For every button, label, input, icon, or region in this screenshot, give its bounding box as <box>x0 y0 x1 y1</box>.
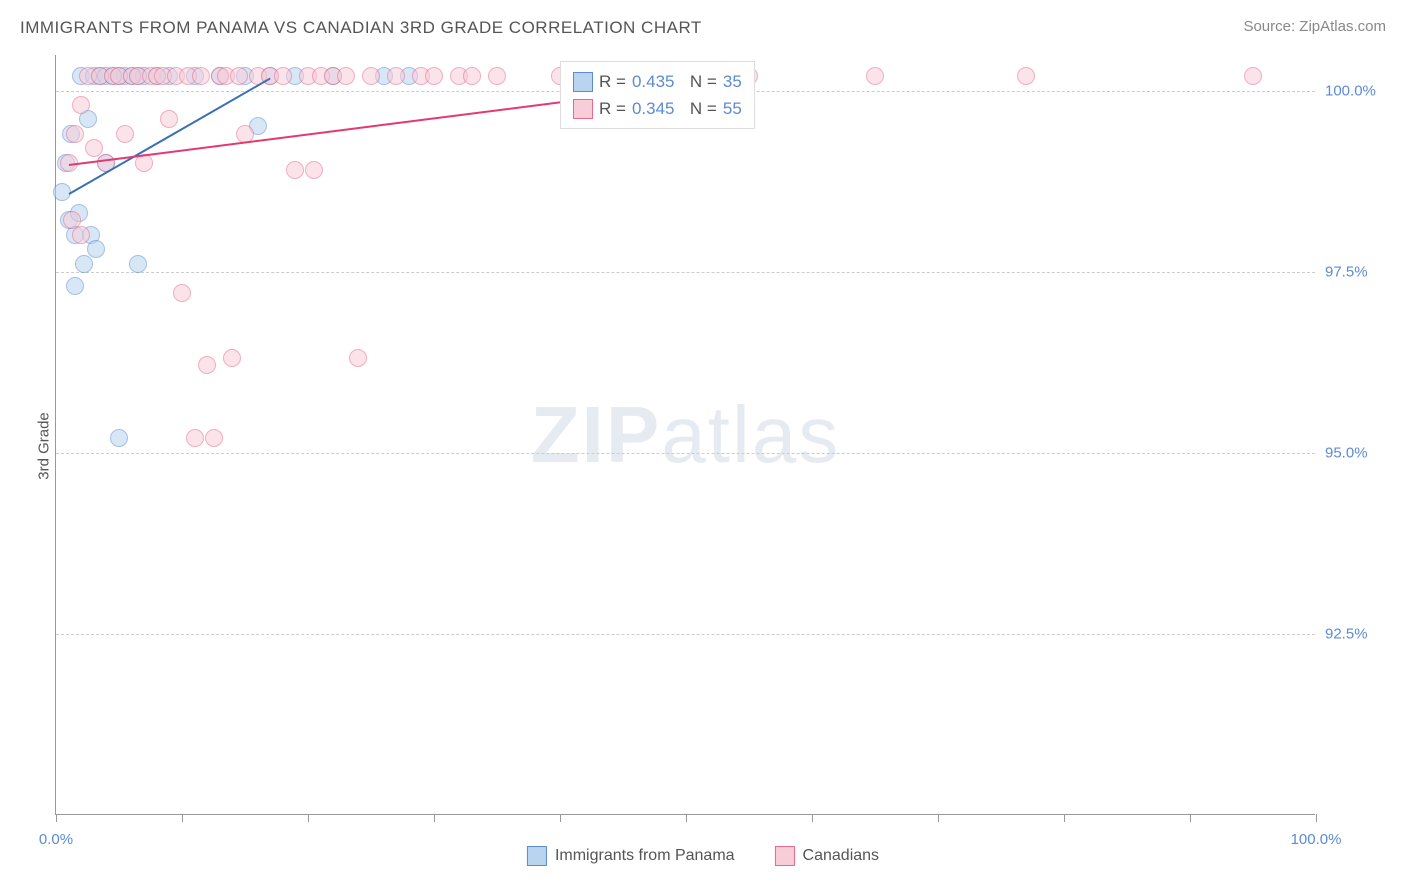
legend-label: Immigrants from Panama <box>555 847 735 865</box>
data-point-canadians <box>337 67 355 85</box>
x-tick-label: 0.0% <box>39 831 73 848</box>
data-point-panama <box>129 255 147 273</box>
data-point-canadians <box>230 67 248 85</box>
legend-n-value: 55 <box>723 95 742 122</box>
legend-swatch <box>573 99 593 119</box>
data-point-panama <box>110 429 128 447</box>
data-point-canadians <box>192 67 210 85</box>
data-point-panama <box>75 255 93 273</box>
data-point-canadians <box>198 356 216 374</box>
legend-swatch <box>527 846 547 866</box>
data-point-panama <box>66 277 84 295</box>
bottom-legend-item: Immigrants from Panama <box>527 846 735 866</box>
bottom-legend: Immigrants from Panama Canadians <box>527 846 879 866</box>
data-point-canadians <box>274 67 292 85</box>
data-point-canadians <box>866 67 884 85</box>
x-tick <box>560 814 561 822</box>
legend-label: Canadians <box>803 847 880 865</box>
legend-swatch <box>775 846 795 866</box>
stats-legend: R = 0.435 N = 35R = 0.345 N = 55 <box>560 61 755 129</box>
source-label: Source: ZipAtlas.com <box>1243 18 1386 35</box>
x-tick <box>1316 814 1317 822</box>
x-tick <box>812 814 813 822</box>
data-point-canadians <box>72 96 90 114</box>
x-tick <box>686 814 687 822</box>
legend-swatch <box>573 72 593 92</box>
legend-r-label: R = <box>599 68 626 95</box>
x-tick <box>1190 814 1191 822</box>
data-point-canadians <box>349 349 367 367</box>
y-axis-label: 3rd Grade <box>35 412 52 480</box>
data-point-canadians <box>173 284 191 302</box>
data-point-canadians <box>72 226 90 244</box>
data-point-canadians <box>186 429 204 447</box>
data-point-canadians <box>286 161 304 179</box>
y-tick-label: 95.0% <box>1325 445 1395 462</box>
data-point-canadians <box>1244 67 1262 85</box>
data-point-canadians <box>66 125 84 143</box>
data-point-canadians <box>362 67 380 85</box>
data-point-canadians <box>387 67 405 85</box>
chart-title: IMMIGRANTS FROM PANAMA VS CANADIAN 3RD G… <box>20 18 702 38</box>
data-point-canadians <box>305 161 323 179</box>
data-point-panama <box>87 240 105 258</box>
x-tick <box>182 814 183 822</box>
data-point-canadians <box>160 110 178 128</box>
data-point-canadians <box>463 67 481 85</box>
chart-container: IMMIGRANTS FROM PANAMA VS CANADIAN 3RD G… <box>0 0 1406 892</box>
y-tick-label: 97.5% <box>1325 264 1395 281</box>
data-point-canadians <box>488 67 506 85</box>
data-point-canadians <box>223 349 241 367</box>
x-tick <box>938 814 939 822</box>
y-tick-label: 100.0% <box>1325 83 1395 100</box>
data-point-canadians <box>1017 67 1035 85</box>
stats-legend-row-canadians: R = 0.345 N = 55 <box>573 95 742 122</box>
data-point-canadians <box>116 125 134 143</box>
gridline <box>56 272 1315 273</box>
data-point-canadians <box>205 429 223 447</box>
legend-n-label: N = <box>680 95 716 122</box>
x-tick-label: 100.0% <box>1291 831 1342 848</box>
legend-r-label: R = <box>599 95 626 122</box>
x-tick <box>434 814 435 822</box>
watermark: ZIPatlas <box>531 389 840 481</box>
legend-r-value: 0.435 <box>632 68 675 95</box>
legend-n-value: 35 <box>723 68 742 95</box>
plot-area: ZIPatlas 92.5%95.0%97.5%100.0%0.0%100.0%… <box>55 55 1315 815</box>
x-tick <box>56 814 57 822</box>
y-tick-label: 92.5% <box>1325 626 1395 643</box>
gridline <box>56 453 1315 454</box>
bottom-legend-item: Canadians <box>775 846 880 866</box>
legend-n-label: N = <box>680 68 716 95</box>
x-tick <box>308 814 309 822</box>
legend-r-value: 0.345 <box>632 95 675 122</box>
stats-legend-row-panama: R = 0.435 N = 35 <box>573 68 742 95</box>
gridline <box>56 634 1315 635</box>
x-tick <box>1064 814 1065 822</box>
data-point-canadians <box>425 67 443 85</box>
